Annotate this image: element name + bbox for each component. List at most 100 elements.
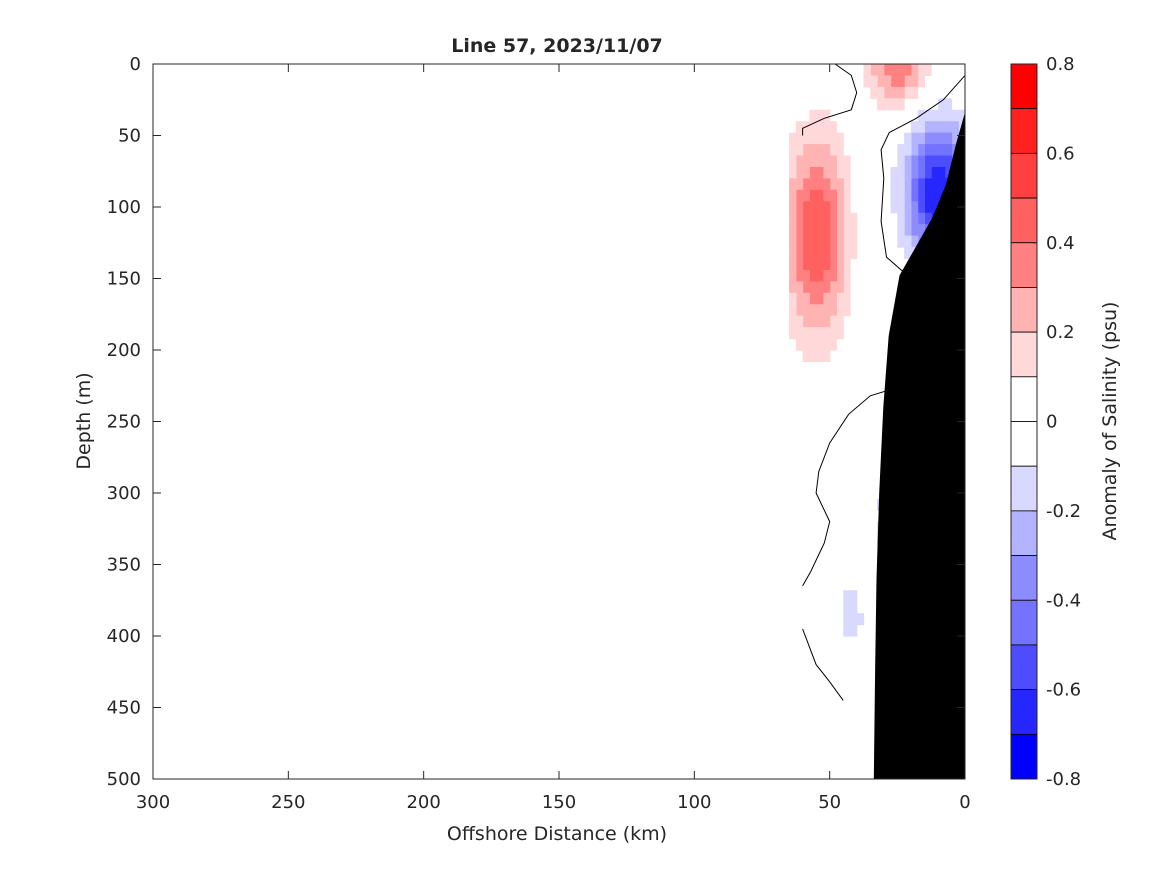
anomaly-cell — [829, 304, 838, 317]
x-tick-label: 200 — [406, 792, 440, 813]
anomaly-cell — [917, 155, 925, 168]
anomaly-cell — [822, 132, 831, 145]
anomaly-cell — [883, 86, 892, 99]
anomaly-cell — [849, 590, 858, 603]
x-tick-label: 150 — [542, 792, 576, 813]
anomaly-cell — [809, 201, 817, 214]
y-tick-label: 400 — [107, 626, 141, 647]
anomaly-cell — [829, 132, 838, 145]
colorbar-tick-label: 0.4 — [1046, 233, 1075, 254]
anomaly-cell — [809, 166, 817, 179]
anomaly-cell — [809, 189, 817, 202]
anomaly-cell — [843, 155, 851, 168]
anomaly-cell — [890, 166, 898, 179]
anomaly-cell — [910, 132, 919, 145]
anomaly-cell — [843, 201, 851, 214]
anomaly-cell — [904, 132, 912, 145]
anomaly-cell — [816, 247, 824, 260]
anomaly-cell — [809, 258, 817, 271]
anomaly-cell — [843, 247, 851, 260]
anomaly-cell — [904, 166, 912, 179]
anomaly-cell — [822, 350, 831, 363]
anomaly-cell — [924, 155, 932, 168]
anomaly-cell — [904, 212, 912, 225]
anomaly-cell — [822, 258, 831, 271]
anomaly-cell — [795, 292, 804, 305]
anomaly-cell — [924, 64, 932, 77]
anomaly-cell — [789, 189, 797, 202]
anomaly-cell — [795, 132, 804, 145]
anomaly-cell — [816, 315, 824, 328]
anomaly-cell — [910, 86, 919, 99]
anomaly-cell — [904, 178, 912, 191]
anomaly-cell — [890, 86, 898, 99]
anomaly-cell — [802, 212, 810, 225]
anomaly-cell — [931, 144, 939, 157]
anomaly-cell — [931, 166, 939, 179]
anomaly-cell — [904, 201, 912, 214]
anomaly-cell — [809, 212, 817, 225]
anomaly-cell — [897, 212, 905, 225]
anomaly-cell — [843, 613, 851, 626]
anomaly-cell — [836, 247, 844, 260]
anomaly-cell — [931, 155, 939, 168]
anomaly-cell — [802, 327, 810, 340]
colorbar-tick-label: 0 — [1046, 412, 1057, 433]
anomaly-cell — [910, 166, 919, 179]
anomaly-cell — [809, 247, 817, 260]
y-tick-label: 450 — [107, 698, 141, 719]
anomaly-cell — [937, 144, 946, 157]
anomaly-cell — [816, 338, 824, 351]
anomaly-cell — [829, 121, 838, 134]
anomaly-cell — [802, 144, 810, 157]
anomaly-cell — [829, 315, 838, 328]
anomaly-cell — [822, 144, 831, 157]
anomaly-cell — [795, 201, 804, 214]
anomaly-cell — [795, 155, 804, 168]
anomaly-cell — [809, 178, 817, 191]
anomaly-cell — [822, 121, 831, 134]
anomaly-cell — [829, 166, 838, 179]
anomaly-cell — [809, 132, 817, 145]
anomaly-cell — [870, 86, 878, 99]
anomaly-cell — [816, 304, 824, 317]
anomaly-cell — [789, 178, 797, 191]
anomaly-cell — [937, 98, 946, 111]
anomaly-cell — [816, 121, 824, 134]
anomaly-cell — [789, 315, 797, 328]
anomaly-cell — [795, 281, 804, 294]
anomaly-cell — [816, 235, 824, 248]
anomaly-cell — [917, 166, 925, 179]
anomaly-cell — [917, 201, 925, 214]
chart-title: Line 57, 2023/11/07 — [451, 35, 663, 57]
anomaly-cell — [883, 75, 892, 88]
anomaly-cell — [843, 269, 851, 282]
colorbar-tick-label: -0.2 — [1046, 501, 1081, 522]
anomaly-cell — [809, 292, 817, 305]
anomaly-cell — [809, 235, 817, 248]
anomaly-cell — [822, 247, 831, 260]
seafloor-shape — [873, 113, 965, 779]
anomaly-cell — [931, 201, 939, 214]
y-tick-label: 0 — [130, 54, 141, 75]
anomaly-cell — [910, 64, 919, 77]
anomaly-cell — [883, 64, 892, 77]
anomaly-cell — [789, 327, 797, 340]
anomaly-cell — [809, 144, 817, 157]
anomaly-cell — [802, 338, 810, 351]
anomaly-cell — [910, 155, 919, 168]
colorbar-swatch — [1010, 242, 1038, 288]
anomaly-cell — [917, 64, 925, 77]
anomaly-cell — [816, 201, 824, 214]
anomaly-cell — [789, 166, 797, 179]
anomaly-cell — [924, 109, 932, 122]
anomaly-cell — [843, 624, 851, 637]
anomaly-cell — [944, 155, 953, 168]
anomaly-cell — [816, 109, 824, 122]
colorbar-swatch — [1010, 733, 1038, 780]
anomaly-cell — [816, 224, 824, 237]
anomaly-cell — [897, 86, 905, 99]
anomaly-cell — [951, 109, 959, 122]
anomaly-cell — [937, 178, 946, 191]
anomaly-cell — [836, 315, 844, 328]
